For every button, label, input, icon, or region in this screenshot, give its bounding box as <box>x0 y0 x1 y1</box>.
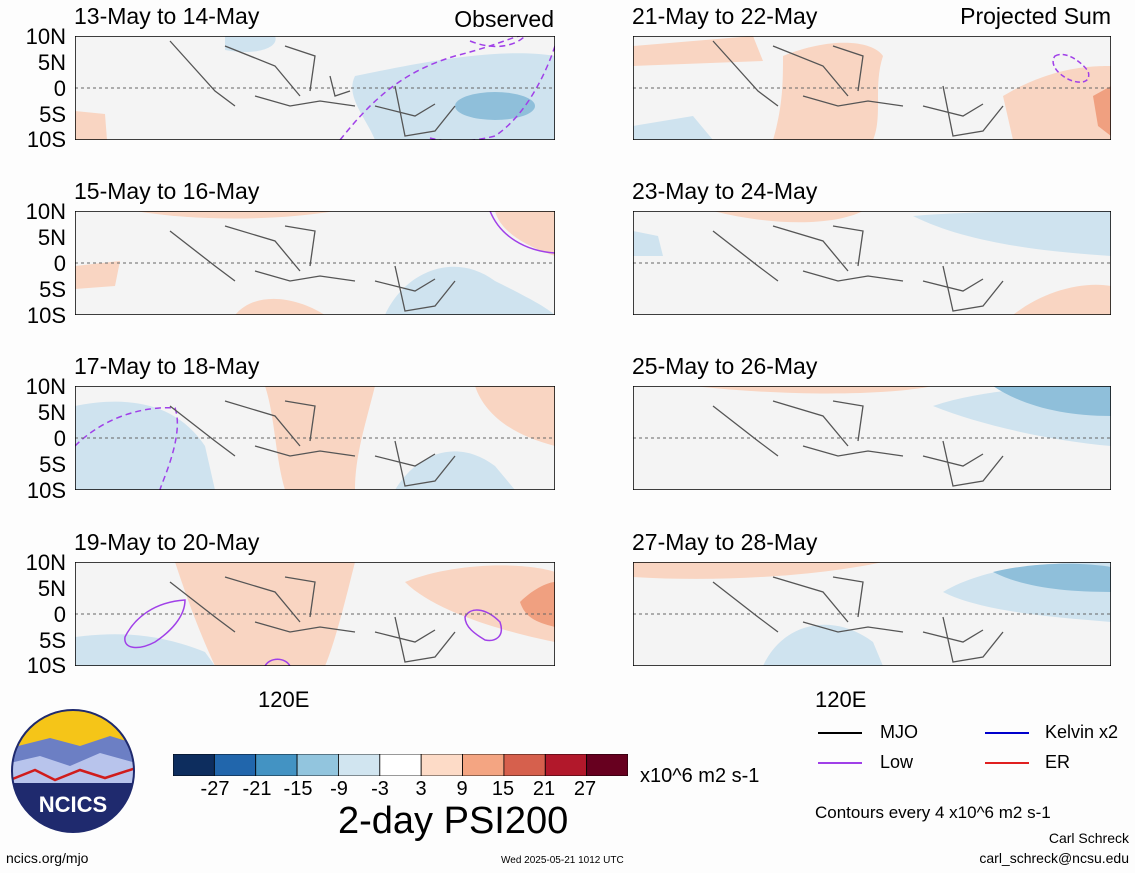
colorbar <box>173 754 628 776</box>
panel-title: 19-May to 20-May <box>74 529 260 555</box>
lat-label: 5S <box>39 102 66 127</box>
legend-line-kelvin <box>985 732 1029 734</box>
colorbar-segment <box>420 754 463 776</box>
lat-label: 5S <box>39 277 66 302</box>
projected-label: Projected Sum <box>960 3 1111 29</box>
colorbar-tick: 15 <box>491 778 515 800</box>
observed-label: Observed <box>454 6 554 32</box>
panel-title: 15-May to 16-May <box>74 178 260 204</box>
colorbar-tick: 27 <box>573 778 597 800</box>
colorbar-tick: -15 <box>283 778 313 800</box>
map-panel-8 <box>633 562 1111 666</box>
lat-label: 5N <box>37 50 66 75</box>
map-panel-1 <box>75 36 555 140</box>
map-panel-2 <box>75 211 555 315</box>
colorbar-segment <box>379 754 422 776</box>
lat-label: 0 <box>53 251 66 276</box>
logo-text: NCICS <box>39 792 107 817</box>
site-link[interactable]: ncics.org/mjo <box>6 850 89 866</box>
lon-label: 120E <box>258 687 310 712</box>
lat-label: 0 <box>53 602 66 627</box>
legend-er: ER <box>1045 752 1071 772</box>
panel-title: 27-May to 28-May <box>632 529 818 555</box>
map-panel-7 <box>633 386 1111 490</box>
map-panel-3 <box>75 386 555 490</box>
lat-label: 10S <box>26 478 66 503</box>
lat-label: 5S <box>39 452 66 477</box>
colorbar-tick: -9 <box>330 778 348 800</box>
colorbar-tick: -27 <box>200 778 230 800</box>
lat-label: 5N <box>37 576 66 601</box>
lat-label: 10N <box>25 199 66 224</box>
map-panel-5 <box>633 36 1111 140</box>
lat-label: 5N <box>37 400 66 425</box>
panel-title: 17-May to 18-May <box>74 353 260 379</box>
lat-label: 10S <box>26 127 66 152</box>
author: Carl Schreck <box>1048 830 1129 846</box>
lat-label: 10N <box>25 550 66 575</box>
legend-mjo: MJO <box>880 722 918 742</box>
panel-title: 25-May to 26-May <box>632 353 818 379</box>
lat-label: 10N <box>25 374 66 399</box>
chart-title: 2-day PSI200 <box>338 800 569 842</box>
lat-label: 10S <box>26 653 66 678</box>
map-panel-4 <box>75 562 555 666</box>
legend-kelvin: Kelvin x2 <box>1045 722 1119 742</box>
colorbar-segment <box>296 754 339 776</box>
colorbar-units: x10^6 m2 s-1 <box>640 765 760 787</box>
lat-label: 10S <box>26 303 66 328</box>
panel-title: 21-May to 22-May <box>632 3 818 29</box>
colorbar-tick: 9 <box>456 778 468 800</box>
colorbar-tick: 3 <box>415 778 427 800</box>
colorbar-tick: 21 <box>532 778 556 800</box>
panel-title: 13-May to 14-May <box>74 3 260 29</box>
lat-label: 5N <box>37 225 66 250</box>
colorbar-segment <box>503 754 546 776</box>
lat-label: 0 <box>53 76 66 101</box>
colorbar-segment <box>338 754 381 776</box>
panel-title: 23-May to 24-May <box>632 178 818 204</box>
legend-line-er <box>985 762 1029 764</box>
legend-line-low <box>818 762 862 764</box>
lat-label: 0 <box>53 426 66 451</box>
ncics-logo: NCICS <box>10 708 136 834</box>
lat-label: 5S <box>39 628 66 653</box>
colorbar-segment <box>213 754 257 776</box>
map-panel-6 <box>633 211 1111 315</box>
colorbar-segment <box>173 754 215 776</box>
contours-note: Contours every 4 x10^6 m2 s-1 <box>815 803 1051 822</box>
author-email[interactable]: carl_schreck@ncsu.edu <box>979 850 1129 866</box>
legend-low: Low <box>880 752 914 772</box>
colorbar-tick: -3 <box>371 778 389 800</box>
colorbar-tick: -21 <box>242 778 272 800</box>
lon-label: 120E <box>815 687 867 712</box>
colorbar-segment <box>544 754 588 776</box>
timestamp: Wed 2025-05-21 1012 UTC <box>501 855 624 866</box>
lat-label: 10N <box>25 24 66 49</box>
colorbar-segment <box>586 754 628 776</box>
colorbar-segment <box>462 754 505 776</box>
legend-line-mjo <box>818 732 862 734</box>
colorbar-segment <box>255 754 298 776</box>
